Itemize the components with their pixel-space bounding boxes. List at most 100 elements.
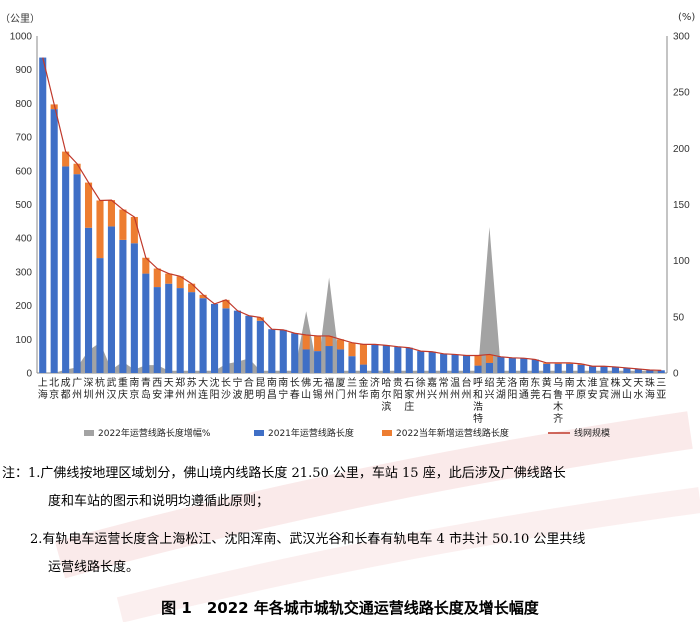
bar-2021 bbox=[73, 174, 81, 373]
bar-2021 bbox=[142, 273, 150, 373]
y-tick-label: 300 bbox=[15, 267, 32, 278]
bar-2021 bbox=[107, 226, 115, 373]
category-label: 西安 bbox=[152, 378, 162, 401]
bar-2021 bbox=[176, 288, 184, 373]
legend-label: 2022当年新增运营线路长度 bbox=[396, 427, 509, 439]
category-label: 石家庄 bbox=[404, 378, 414, 413]
category-label: 广州 bbox=[72, 377, 82, 401]
bar-2021 bbox=[417, 351, 425, 373]
bar-2021 bbox=[84, 227, 93, 373]
y-tick-label: 800 bbox=[15, 99, 32, 110]
category-label: 天津 bbox=[164, 378, 174, 401]
bar-2021 bbox=[566, 363, 574, 373]
category-label: 株洲 bbox=[610, 376, 620, 401]
bar-layer bbox=[39, 57, 665, 373]
bar-2021 bbox=[62, 166, 70, 373]
bar-2022-new bbox=[165, 273, 173, 284]
network-line bbox=[42, 57, 662, 371]
category-label: 昆明 bbox=[255, 377, 265, 401]
bar-2021 bbox=[394, 346, 402, 373]
y-tick-label: 0 bbox=[26, 369, 32, 380]
bar-2021 bbox=[96, 258, 104, 373]
category-label: 南通 bbox=[519, 376, 529, 401]
category-label: 台州 bbox=[462, 376, 472, 401]
category-label: 文山 bbox=[622, 376, 632, 401]
y-tick-label: 200 bbox=[15, 301, 32, 312]
note-1-line-2: 度和车站的图示和说明均遵循此原则； bbox=[48, 494, 270, 509]
category-label: 洛阳 bbox=[507, 376, 517, 401]
legend-swatch bbox=[84, 430, 94, 436]
category-label-layer: 上海北京成都广州深圳杭州武汉重庆南京青岛西安天津郑州苏州大连沈阳长沙宁波合肥昆明… bbox=[38, 376, 667, 425]
bar-2021 bbox=[405, 347, 413, 373]
bar-2021 bbox=[256, 320, 264, 373]
category-label: 太原 bbox=[576, 376, 586, 401]
bar-2021 bbox=[153, 287, 161, 373]
category-label: 大连 bbox=[198, 376, 208, 401]
category-label: 郑州 bbox=[175, 376, 185, 401]
bar-2021 bbox=[554, 363, 562, 373]
category-label: 上海 bbox=[38, 377, 48, 401]
category-label: 武汉 bbox=[106, 376, 116, 401]
bar-2021 bbox=[39, 57, 47, 373]
category-label: 无锡 bbox=[313, 378, 323, 401]
bar-2021 bbox=[233, 310, 241, 373]
bar-2021 bbox=[302, 349, 310, 373]
y2-tick-label: 100 bbox=[673, 256, 690, 267]
bar-2021 bbox=[497, 356, 505, 373]
category-label: 黄石 bbox=[542, 376, 552, 401]
bar-2021 bbox=[543, 363, 551, 373]
bar-2021 bbox=[428, 351, 436, 373]
category-label: 温州 bbox=[450, 377, 460, 401]
bar-2021 bbox=[165, 283, 173, 373]
category-label: 杭州 bbox=[95, 376, 105, 401]
bar-2021 bbox=[119, 239, 127, 373]
y-tick-label: 700 bbox=[15, 133, 32, 144]
watermark bbox=[54, 411, 700, 622]
bar-2021 bbox=[600, 366, 608, 373]
category-label: 深圳 bbox=[84, 377, 94, 401]
category-label: 佛山 bbox=[301, 376, 311, 401]
category-label: 合肥 bbox=[244, 376, 254, 401]
bar-2021 bbox=[50, 109, 58, 373]
category-label: 成都 bbox=[61, 377, 71, 401]
category-label: 南昌 bbox=[267, 376, 277, 401]
bar-2021 bbox=[130, 243, 138, 373]
growth-area bbox=[42, 226, 662, 373]
bar-2021 bbox=[623, 367, 631, 373]
category-label: 三亚 bbox=[656, 378, 666, 401]
bar-2021 bbox=[474, 365, 482, 373]
bar-2021 bbox=[462, 355, 471, 373]
figure-caption: 图 1 2022 年各城市城轨交通运营线路长度及增长幅度 bbox=[161, 599, 539, 617]
category-label: 常州 bbox=[439, 376, 449, 401]
category-label: 北京 bbox=[49, 377, 59, 401]
category-label: 哈尔滨 bbox=[381, 376, 391, 413]
bar-2021 bbox=[199, 298, 207, 373]
bar-2021 bbox=[371, 344, 379, 373]
bar-2021 bbox=[485, 362, 493, 373]
category-label: 济南 bbox=[370, 376, 380, 401]
y2-tick-label: 250 bbox=[673, 88, 690, 99]
bar-2021 bbox=[188, 292, 196, 373]
growth-area-layer bbox=[42, 226, 662, 373]
bar-2021 bbox=[588, 366, 597, 373]
y-axis-unit: （公里） bbox=[0, 13, 40, 25]
category-label: 长沙 bbox=[221, 377, 231, 401]
category-label: 宁波 bbox=[232, 376, 242, 401]
note-1-line-1: 注：1.广佛线按地理区域划分，佛山境内线路长度 21.50 公里，车站 15 座… bbox=[2, 466, 566, 481]
y-tick-label: 600 bbox=[15, 166, 32, 177]
category-label: 珠海 bbox=[645, 376, 655, 401]
category-label: 厦门 bbox=[336, 377, 346, 401]
bar-2021 bbox=[440, 353, 448, 373]
legend: 2022年运营线路长度增幅% 2021年运营线路长度 2022当年新增运营线路长度 线… bbox=[84, 427, 610, 439]
note-2-line-1: 2.有轨电车运营长度含上海松江、沈阳浑南、武汉光谷和长春有轨电车 4 市共计 5… bbox=[30, 532, 586, 547]
category-label: 宜宾 bbox=[599, 376, 609, 401]
bar-2021 bbox=[611, 366, 619, 373]
y-tick-label: 900 bbox=[15, 65, 32, 76]
bar-2021 bbox=[336, 349, 345, 373]
bar-2021 bbox=[451, 354, 459, 373]
y-tick-label: 500 bbox=[15, 200, 32, 211]
bar-2021 bbox=[646, 369, 654, 373]
bar-2022-new bbox=[325, 335, 333, 347]
axes-layer: （公里） (%) 0 100 200 300 400 500 600 700 800 900 1000 0… bbox=[0, 12, 695, 380]
